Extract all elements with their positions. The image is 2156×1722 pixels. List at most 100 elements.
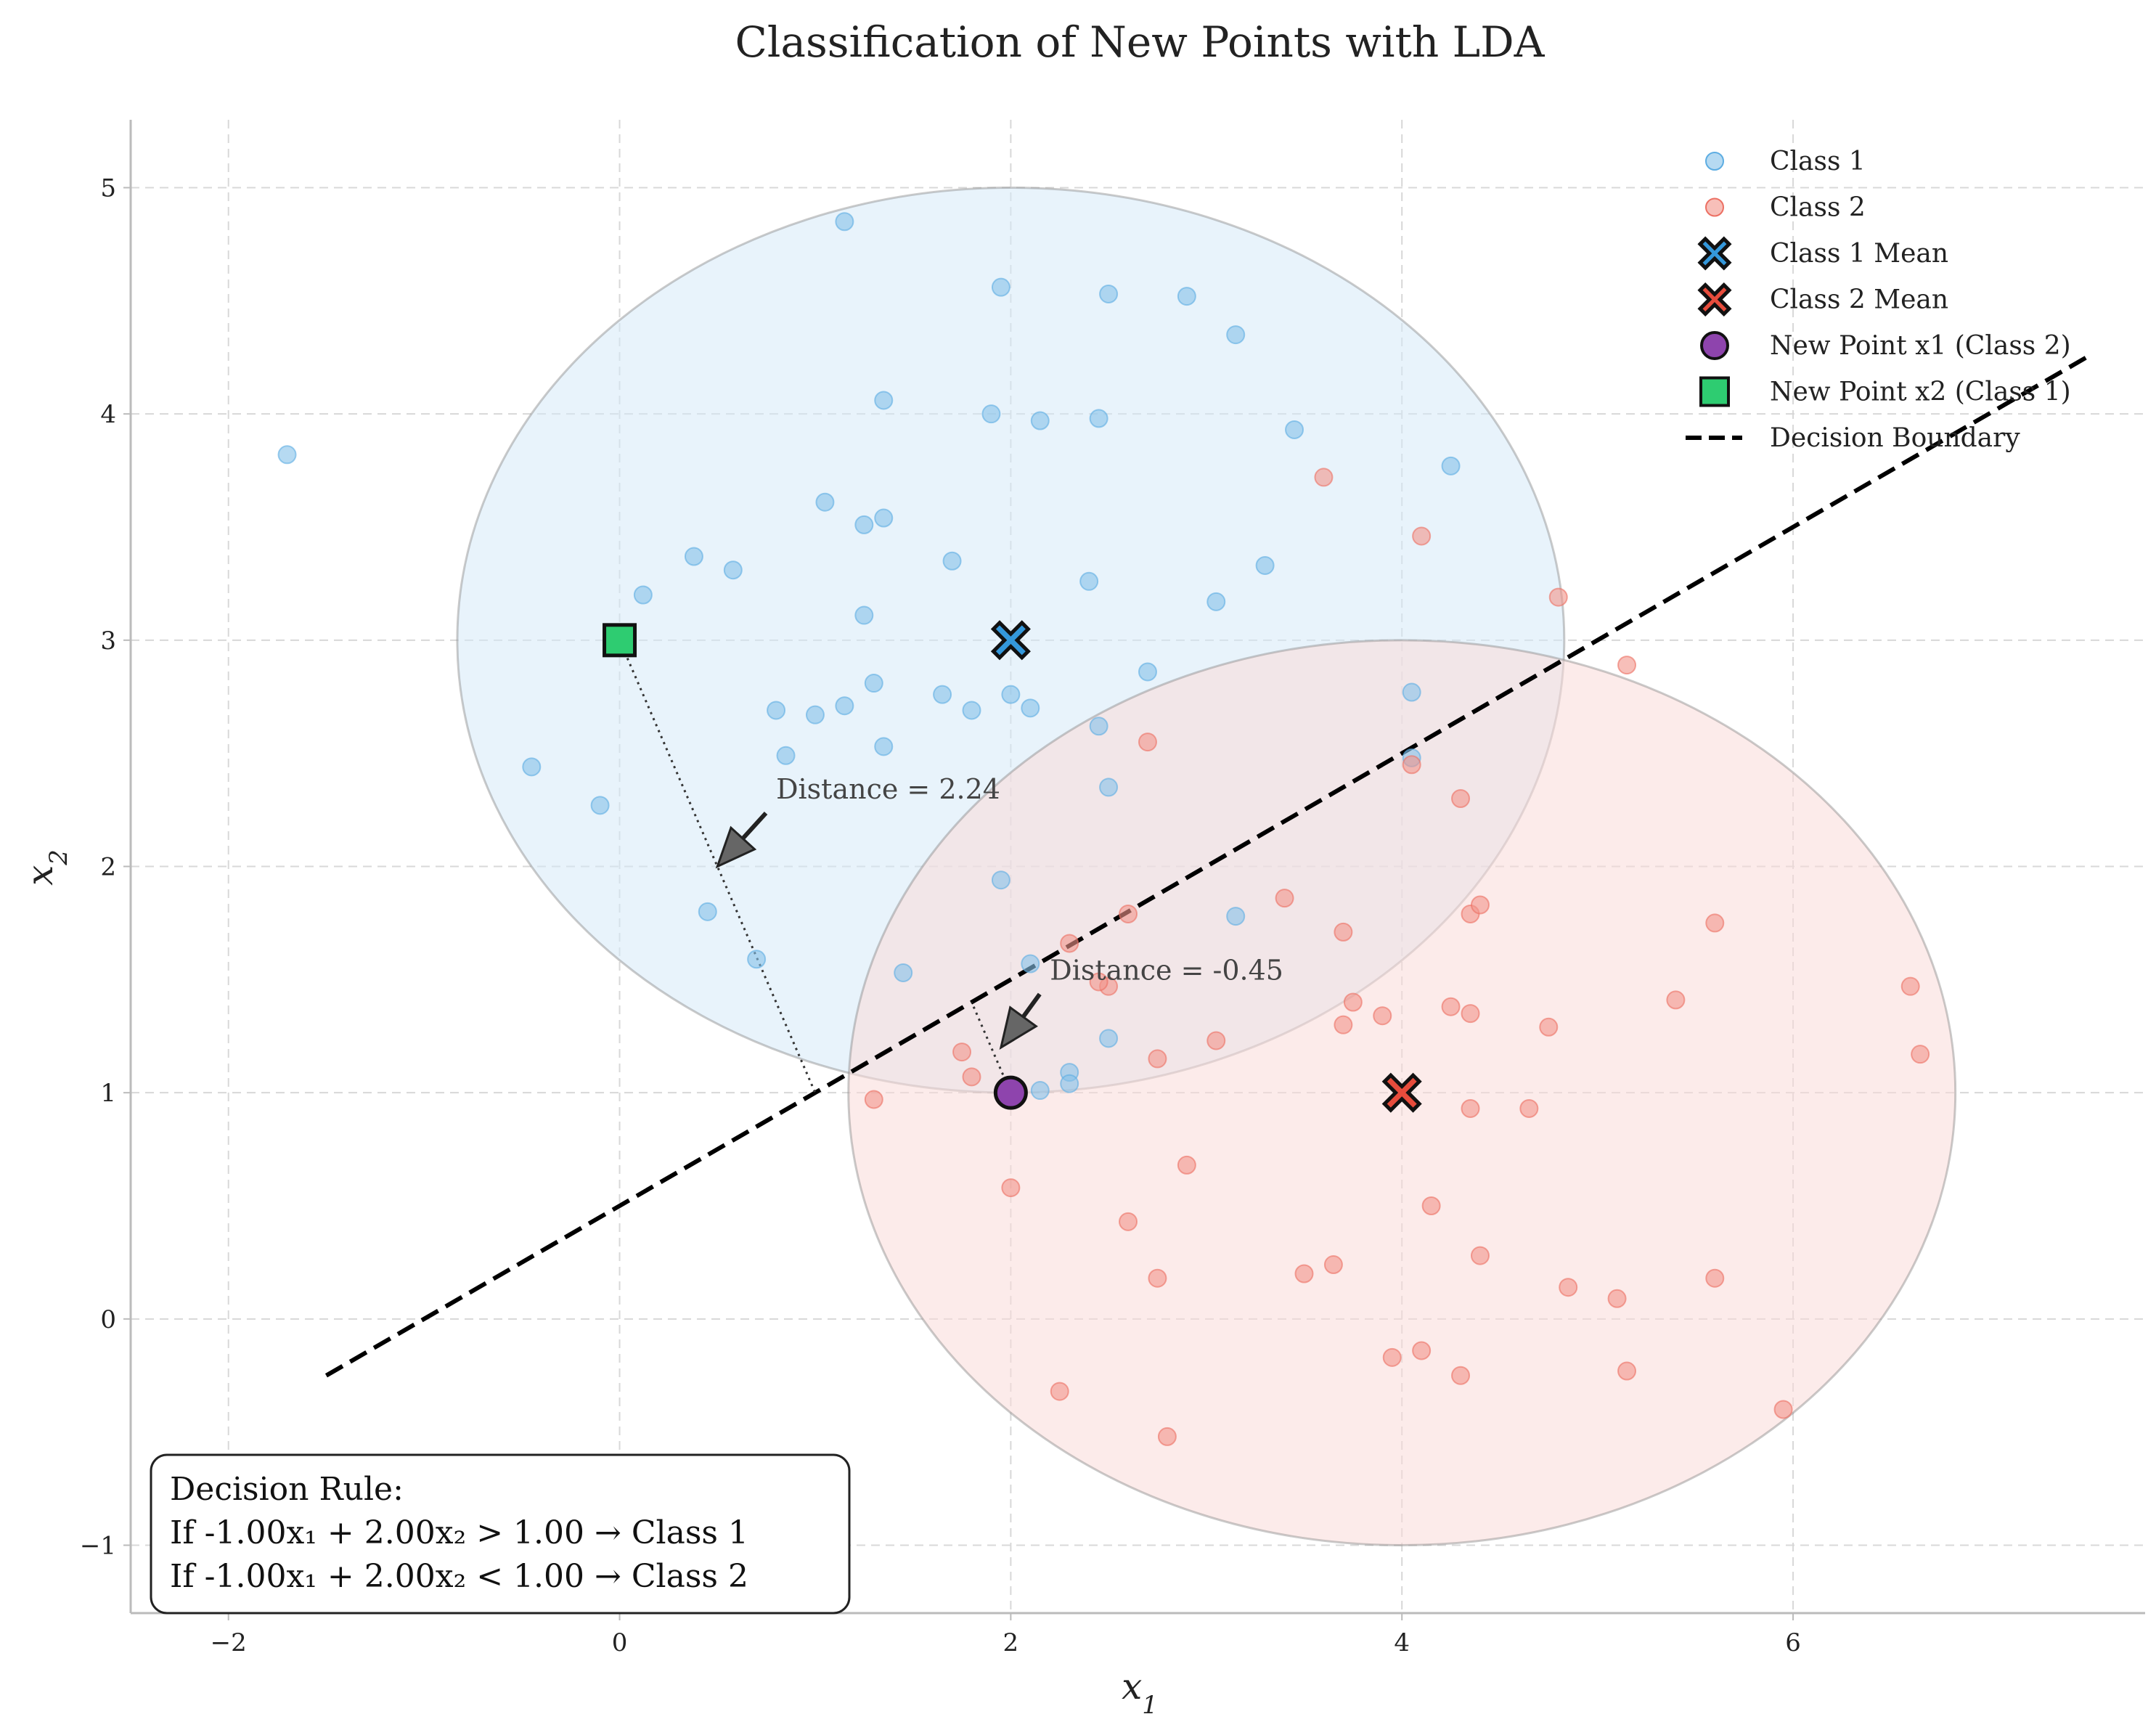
decision-rule-line2: If -1.00x₁ + 2.00x₂ < 1.00 → Class 2 [170,1558,748,1595]
distance-arrow-1 [715,811,768,869]
distance-arrow-1-shaft [741,811,768,841]
class1-point [874,737,894,756]
legend-label: Decision Boundary [1770,423,2020,453]
legend-swatch [1705,197,1724,217]
class2-point [1119,1212,1138,1231]
class2-point [1421,1196,1441,1215]
class2-point [952,1042,972,1062]
legend-label: Class 2 [1770,193,1866,223]
class2-point [1148,1049,1167,1069]
distance-annotations: Distance = 2.24 Distance = -0.45 [715,773,1283,1050]
class1-point [805,705,825,725]
x-axis-title: x1 [1122,1665,1158,1720]
class2-point [1206,1031,1226,1050]
legend-item: New Point x2 (Class 1) [1699,376,2071,407]
legend-label: Class 1 [1770,147,1866,176]
legend-item: Class 2 Mean [1697,282,1948,317]
class2-point [1617,656,1637,675]
legend-swatch [1697,236,1732,271]
class1-point [854,515,874,534]
class2-point [1412,1341,1432,1360]
class2-point [1148,1268,1167,1288]
class1-point [991,870,1010,890]
class1-point [1021,698,1040,718]
class2-point [1343,992,1363,1012]
class2-point [1323,1255,1343,1275]
class2-point [1470,895,1490,915]
class2-point [1451,789,1471,808]
class1-point [854,605,874,625]
class2-point [1617,1361,1637,1381]
class2-point [1705,1268,1725,1288]
legend-label: Class 1 Mean [1770,239,1948,269]
legend-item: Decision Boundary [1686,423,2020,453]
class2-point [962,1067,981,1087]
class2-point [1334,1015,1353,1035]
class1-point [1226,325,1246,345]
distance-label-1: Distance = 2.24 [776,773,1000,805]
class1-point [277,445,297,465]
class1-point [1030,1081,1050,1101]
decision-boundary-line [324,355,2088,1378]
class2-point [1001,1178,1021,1198]
class2-point [1089,972,1108,992]
class2-point [1275,889,1294,908]
class1-point [991,277,1010,297]
class1-point [981,404,1001,424]
class2-point [1461,1098,1480,1118]
class2-point [1666,990,1686,1010]
class1-point [1099,1029,1119,1048]
legend: Class 1 Class 2 Class 1 Mean Class 2 Mean Ne… [1686,147,2071,453]
class2-point [1177,1155,1196,1175]
chart-title: Classification of New Points with LDA [735,17,1545,67]
legend-swatch [1705,152,1724,171]
decision-rule-line1: If -1.00x₁ + 2.00x₂ > 1.00 → Class 1 [170,1514,748,1551]
class2-point [1314,468,1334,487]
class2-point [1539,1017,1559,1037]
legend-swatch [1699,376,1730,407]
y-tick-label: 2 [100,853,116,882]
class1-point [1177,287,1196,306]
class2-point [1294,1264,1314,1284]
distance-arrow-2-shaft [1021,992,1042,1019]
class1-point [1030,411,1050,430]
class2-point [1441,997,1461,1016]
class1-point [1226,907,1246,926]
class1-point [1402,682,1421,702]
class2-point [1402,755,1421,775]
x-tick-label: 2 [1003,1628,1019,1657]
legend-label: Class 2 Mean [1770,285,1948,315]
class1-point [522,757,542,777]
class2-point [1519,1098,1539,1118]
class1-point [1099,778,1119,797]
class2-point [1548,587,1568,607]
class1-point [1079,571,1099,591]
y-tick-label: −1 [80,1532,116,1561]
class1-point [1001,685,1021,704]
class2-point [1451,1366,1471,1385]
class2-point [1060,934,1079,953]
class1-point [1060,1074,1079,1093]
class1-point [835,212,854,232]
distance-arrow-1-head [715,825,757,869]
class1-point [1138,662,1157,682]
y-tick-label: 4 [100,400,116,429]
class2-point [1773,1400,1793,1419]
class1-point [815,492,835,512]
tick-labels: −2 0 2 4 6 −1 0 1 2 3 4 5 [80,174,1801,1658]
class1-point [1099,284,1119,303]
class1-point [835,696,854,716]
class1-point [1206,592,1226,611]
class2-point [1470,1246,1490,1265]
decision-boundary-layer [324,355,2088,1378]
class1-point [1255,555,1275,575]
class2-point [1911,1045,1930,1064]
class1-point [1089,717,1108,736]
class1-point [933,685,952,704]
class2-point [1373,1006,1392,1026]
decision-rule-title: Decision Rule: [170,1471,404,1508]
class2-point [1138,733,1157,752]
class1-point [723,560,743,580]
class1-point [1089,409,1108,428]
class1-point [1021,954,1040,974]
